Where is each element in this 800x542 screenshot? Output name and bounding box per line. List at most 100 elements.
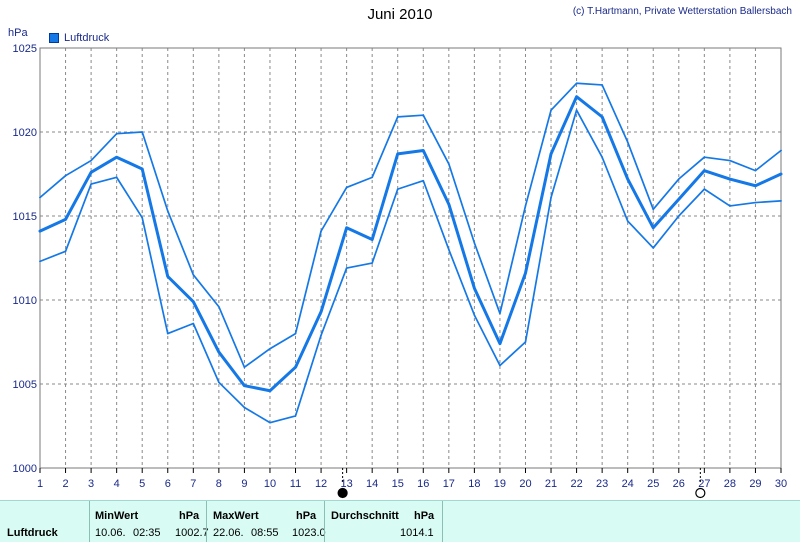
legend-swatch — [49, 33, 59, 43]
y-axis-unit: hPa — [8, 27, 28, 39]
data-point-max — [626, 141, 629, 143]
full-moon-icon — [695, 487, 706, 499]
y-tick-label: 1010 — [13, 295, 37, 307]
data-point-mean — [166, 275, 169, 278]
data-point-max — [422, 114, 425, 116]
data-point-max — [473, 242, 476, 244]
data-point-mean — [90, 171, 92, 174]
x-tick-label: 27 — [698, 478, 710, 490]
x-tick-label: 1 — [37, 478, 43, 490]
max-date: 22.06. — [213, 527, 244, 539]
x-tick-label: 26 — [673, 478, 685, 490]
data-point-min — [754, 201, 757, 204]
data-point-min — [780, 200, 782, 202]
max-value-cell: MaxWert hPa 22.06. 08:55 1023.0 — [206, 501, 326, 542]
x-tick-label: 23 — [596, 478, 608, 490]
data-point-mean — [218, 351, 220, 353]
data-point-max — [524, 205, 527, 207]
data-point-min — [729, 205, 731, 207]
data-point-min — [448, 248, 450, 251]
data-point-min — [601, 156, 603, 158]
max-value: 1023.0 — [292, 527, 326, 539]
data-point-max — [345, 186, 348, 189]
x-tick-label: 10 — [264, 478, 276, 490]
data-point-mean — [115, 156, 118, 158]
data-point-mean — [64, 218, 67, 221]
data-point-min — [192, 322, 195, 325]
new-moon-icon — [337, 487, 348, 499]
x-tick-label: 5 — [139, 478, 145, 490]
x-tick-label: 13 — [340, 478, 352, 490]
data-point-max — [601, 84, 603, 86]
data-point-min — [345, 267, 348, 269]
data-point-min — [166, 332, 169, 335]
data-point-min — [64, 250, 67, 253]
x-tick-label: 14 — [366, 478, 378, 490]
min-value-cell: MinWert hPa 10.06. 02:35 1002.7 — [89, 501, 209, 542]
data-point-max — [780, 149, 782, 152]
avg-unit: hPa — [414, 510, 435, 522]
x-tick-label: 28 — [724, 478, 736, 490]
data-point-max — [294, 332, 297, 335]
x-tick-label: 2 — [62, 478, 68, 490]
x-tick-label: 21 — [545, 478, 557, 490]
data-point-min — [499, 364, 501, 367]
data-point-max — [90, 159, 92, 162]
data-point-min — [115, 176, 118, 179]
data-point-max — [499, 312, 501, 315]
y-tick-label: 1020 — [13, 127, 37, 139]
data-point-mean — [294, 366, 297, 369]
min-unit: hPa — [179, 510, 200, 522]
data-point-mean — [601, 116, 603, 118]
legend-label: Luftdruck — [64, 32, 110, 44]
data-point-min — [396, 188, 399, 190]
data-point-mean — [550, 153, 552, 155]
data-point-max — [703, 156, 706, 158]
credit-text: (c) T.Hartmann, Private Wetterstation Ba… — [572, 6, 792, 17]
data-point-mean — [141, 168, 144, 170]
average-cell: Durchschnitt hPa 1014.1 — [324, 501, 443, 542]
data-point-mean — [371, 238, 373, 241]
x-tick-label: 6 — [165, 478, 171, 490]
data-point-mean — [345, 226, 348, 229]
series-line-mean — [38, 95, 783, 393]
data-point-max — [269, 347, 271, 350]
x-tick-label: 24 — [622, 478, 634, 490]
data-point-mean — [243, 384, 246, 387]
max-unit: hPa — [296, 510, 317, 522]
data-point-max — [729, 159, 731, 162]
data-point-max — [320, 230, 322, 232]
min-date: 10.06. — [95, 527, 126, 539]
data-point-min — [652, 247, 655, 249]
avg-value: 1014.1 — [400, 527, 434, 539]
data-point-max — [396, 116, 399, 118]
x-tick-label: 15 — [392, 478, 404, 490]
data-point-max — [218, 305, 220, 308]
x-tick-label: 29 — [749, 478, 761, 490]
x-tick-label: 20 — [519, 478, 531, 490]
data-point-max — [192, 274, 195, 276]
y-tick-label: 1000 — [13, 463, 37, 475]
data-point-min — [269, 421, 271, 424]
data-point-mean — [396, 153, 399, 155]
max-header: MaxWert — [213, 510, 259, 522]
avg-header: Durchschnitt — [331, 510, 399, 522]
x-tick-label: 11 — [290, 478, 301, 490]
data-point-max — [243, 366, 246, 369]
data-point-mean — [677, 198, 680, 200]
series-line-min — [39, 109, 782, 424]
stats-row-label: Luftdruck — [7, 527, 58, 539]
y-tick-label: 1015 — [13, 211, 37, 223]
x-tick-label: 18 — [468, 478, 480, 490]
data-point-max — [115, 132, 118, 135]
data-point-max — [141, 131, 144, 133]
data-point-max — [652, 208, 655, 211]
data-point-min — [141, 216, 144, 219]
data-point-mean — [703, 169, 706, 172]
data-point-mean — [448, 203, 450, 206]
data-point-min — [320, 334, 322, 337]
y-tick-label: 1005 — [13, 379, 37, 391]
data-point-min — [524, 341, 527, 343]
data-point-min — [626, 220, 629, 222]
